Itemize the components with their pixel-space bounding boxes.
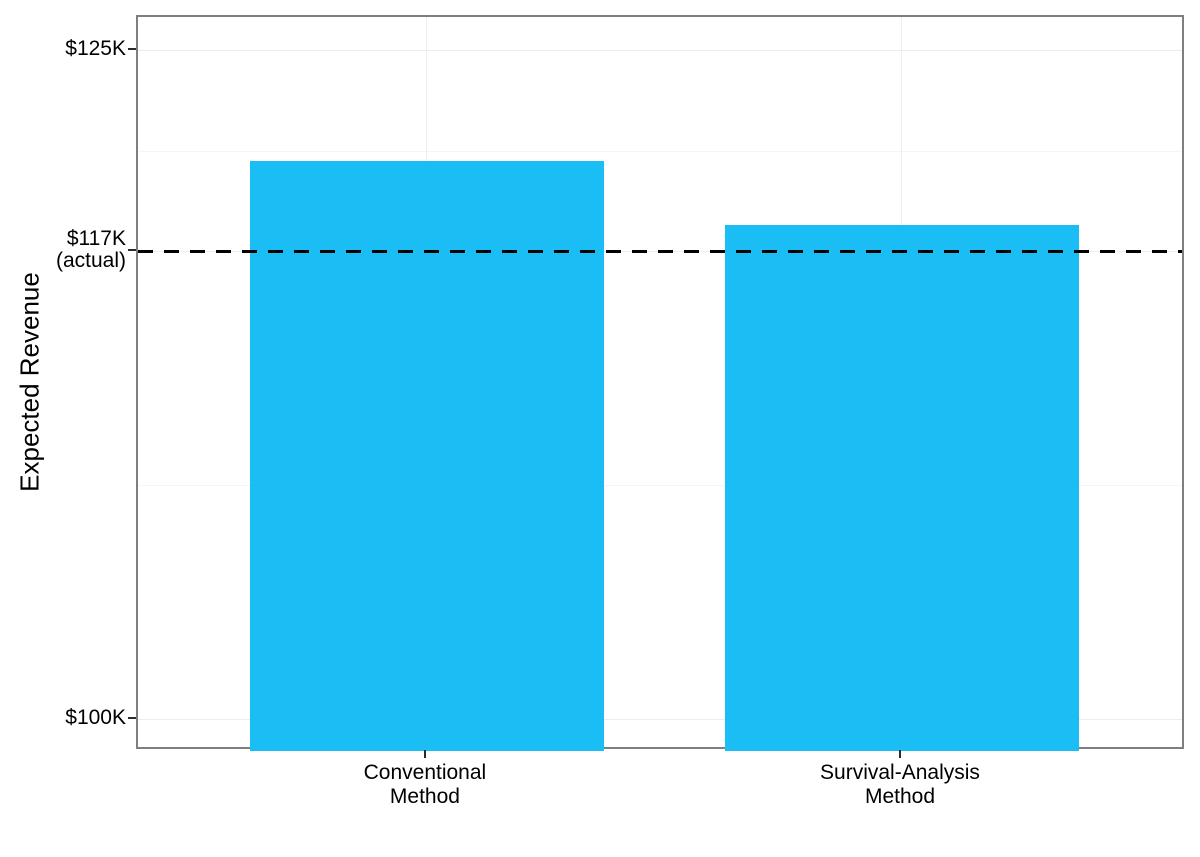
plot-panel — [136, 15, 1184, 751]
x-tick-label-survival-analysis-method: Survival-Analysis Method — [740, 761, 1060, 809]
major-gridline — [138, 719, 1182, 721]
x-tick-label-line: Method — [864, 785, 935, 808]
x-tick-label-line: Conventional — [363, 761, 487, 784]
y-tick-mark — [128, 248, 136, 251]
y-tick-label-line: $100K — [65, 705, 126, 729]
y-tick-label-line: $125K — [65, 36, 126, 60]
x-tick-label-line: Survival-Analysis — [820, 761, 980, 784]
bar-survival-analysis-method — [724, 224, 1079, 751]
y-tick-mark — [128, 716, 136, 719]
y-tick-label-100k: $100K — [0, 705, 126, 729]
y-tick-label-117k-actual: $117K (actual) — [0, 226, 126, 272]
y-tick-label-line: $117K — [66, 226, 126, 250]
bar-conventional-method — [249, 160, 604, 751]
y-tick-label-line: (actual) — [55, 248, 126, 272]
x-tick-mark — [898, 750, 901, 758]
major-gridline — [138, 50, 1182, 52]
x-tick-mark — [423, 750, 426, 758]
y-tick-mark — [128, 47, 136, 50]
minor-gridline — [138, 485, 1182, 487]
minor-gridline — [138, 150, 1182, 152]
x-tick-label-line: Method — [389, 785, 460, 808]
actual-revenue-dashed-line — [138, 250, 1182, 254]
y-axis-title: Expected Revenue — [14, 272, 45, 492]
y-tick-label-125k: $125K — [0, 36, 126, 60]
x-tick-label-conventional-method: Conventional Method — [265, 761, 585, 809]
